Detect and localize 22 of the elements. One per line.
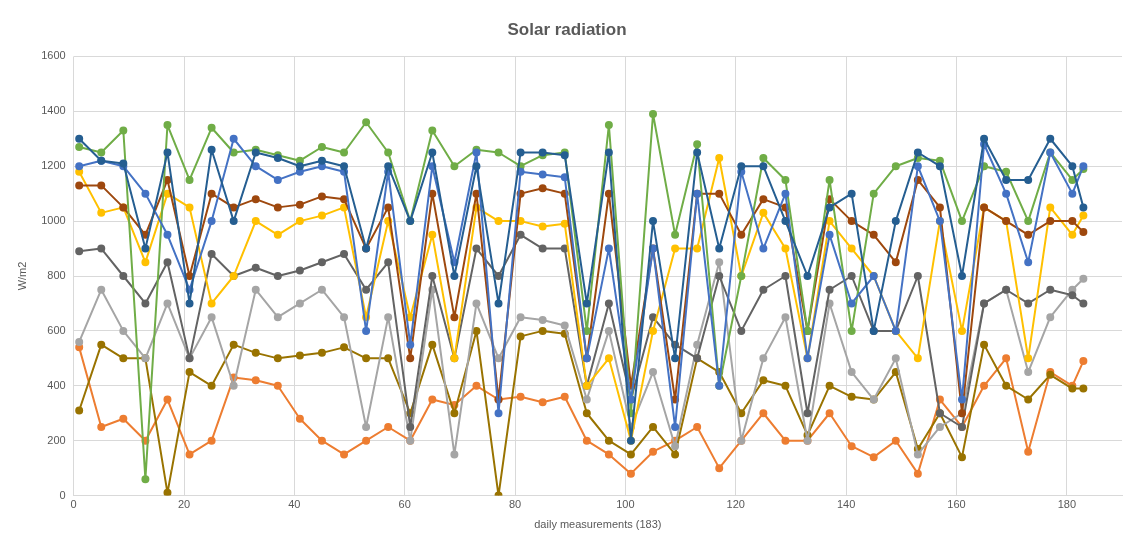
x-tick-label: 160 [947,498,966,511]
x-tick-label: 60 [398,498,411,511]
chart-title: Solar radiation [507,19,627,39]
y-tick-label: 800 [47,269,66,282]
y-axis-title: W/m2 [15,261,28,291]
x-tick-label: 20 [177,498,191,511]
y-tick-label: 1600 [41,49,66,62]
y-tick-label: 400 [47,378,66,391]
y-tick-label: 1000 [41,214,66,227]
x-tick-label: 180 [1057,498,1076,511]
y-tick-label: 1200 [41,159,66,172]
x-tick-label: 120 [726,498,745,511]
x-tick-label: 100 [616,498,635,511]
x-tick-label: 80 [508,498,522,511]
x-tick-label: 40 [288,498,301,511]
y-tick-label: 0 [59,488,66,501]
x-tick-label: 140 [836,498,856,511]
y-tick-label: 600 [47,323,66,336]
x-tick-label: 0 [70,498,77,511]
y-tick-label: 1400 [41,104,66,117]
x-axis-title: daily measurements (183) [534,518,662,531]
y-tick-label: 200 [47,433,66,446]
